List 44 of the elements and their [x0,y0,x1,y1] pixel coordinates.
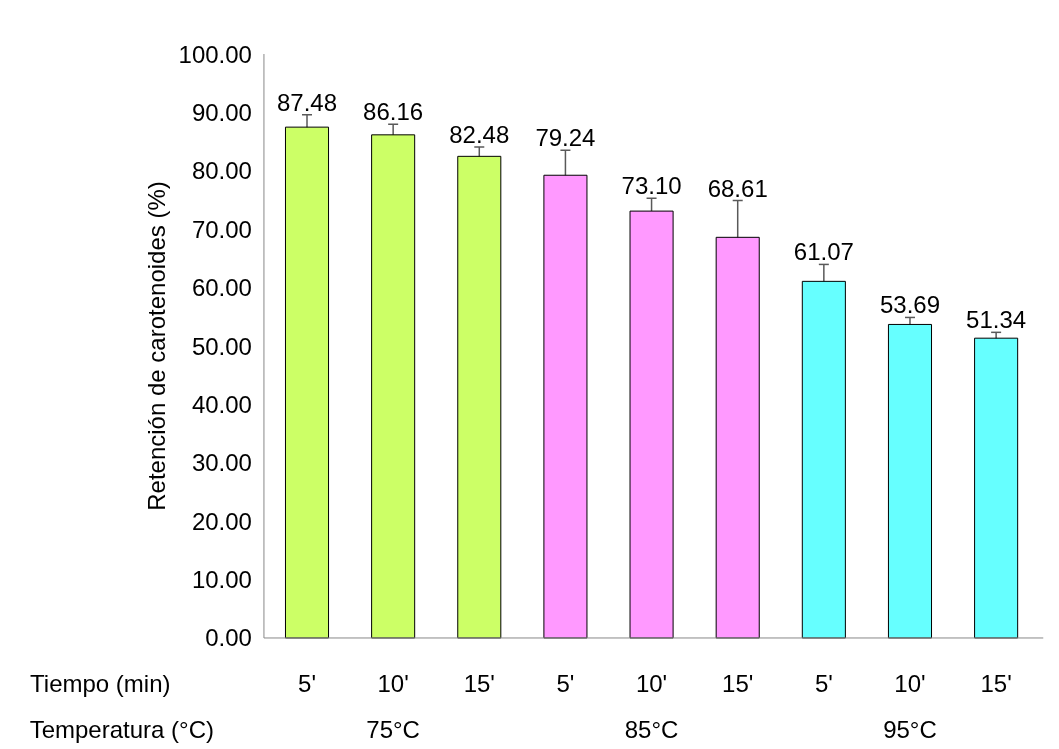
y-tick-label: 20.00 [191,507,252,535]
bar [457,155,502,639]
data-label: 82.48 [449,120,510,148]
x-tick-label: 10' [635,669,668,697]
y-tick-label: 50.00 [191,332,252,360]
y-tick-label: 70.00 [191,215,252,243]
y-tick-label: 60.00 [191,274,252,302]
x-tick-label: 10' [377,669,409,697]
data-label: 73.10 [621,172,682,200]
text: Temperatura (°C) [29,715,214,743]
bar [715,236,760,639]
data-label: 53.69 [879,291,941,319]
y-tick-label: 40.00 [191,390,252,418]
x-tick-label: 5' [298,669,316,697]
y-tick-label: 0.00 [205,624,252,652]
bar [371,134,416,639]
x-tick-label: 15' [722,669,754,697]
y-tick-label: 80.00 [191,157,252,185]
x-tick-label: 5' [556,669,575,697]
data-label: 79.24 [535,124,596,152]
text: 85°C [624,715,679,743]
bar [284,126,330,639]
x-tick-label: 15' [980,669,1012,697]
y-tick-label: 30.00 [191,449,252,477]
x-tick-label: 15' [463,669,495,697]
text: Tiempo (min) [30,669,171,697]
y-tick-label: 90.00 [191,98,252,126]
x-tick-label: 5' [814,669,833,697]
data-label: 86.16 [363,98,424,126]
x-tick-label: 10' [894,669,926,697]
bar [801,280,846,639]
bar [974,337,1019,639]
data-label: 51.34 [966,306,1027,334]
y-tick-label: 100.00 [178,40,252,68]
bar [887,323,933,639]
y-axis-title: Retención de carotenoides (%) [143,181,171,511]
data-label: 68.61 [707,174,768,202]
y-tick-label: 10.00 [191,566,252,594]
bar [543,174,588,639]
text: 95°C [883,715,937,743]
bar [629,210,674,639]
data-label: 61.07 [793,238,854,266]
data-label: 87.48 [276,88,338,116]
text: 75°C [366,715,420,743]
